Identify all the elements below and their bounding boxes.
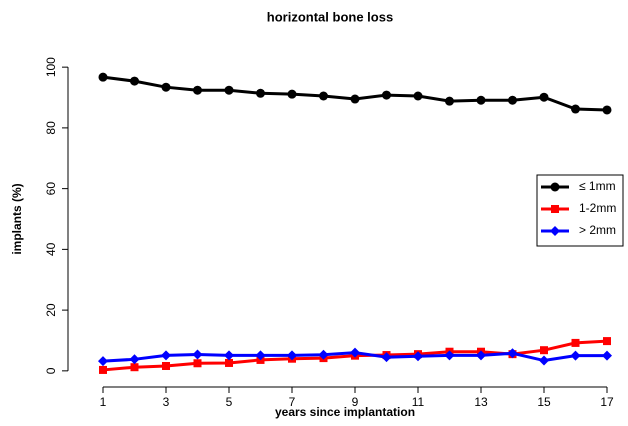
marker [98,356,108,367]
marker [539,92,549,102]
y-tick-label: 100 [44,57,58,77]
chart-title: horizontal bone loss [267,9,393,24]
marker [255,350,266,361]
marker [602,350,612,361]
marker [99,365,107,374]
marker [540,346,548,355]
marker [193,359,202,368]
marker [130,76,139,86]
y-axis-label: implants (%) [10,183,24,254]
marker [350,347,360,358]
x-tick-label: 5 [226,395,233,409]
y-tick-label: 60 [44,182,58,196]
x-tick-label: 1 [100,395,107,409]
marker [570,350,581,361]
y-tick-label: 40 [44,242,58,256]
marker [445,96,454,106]
marker [161,350,171,361]
marker [161,82,171,92]
x-tick-label: 7 [289,395,296,409]
x-tick-label: 13 [474,395,488,409]
marker [603,337,611,346]
marker [413,91,423,101]
x-axis-label: years since implantation [275,405,415,419]
marker [193,85,202,95]
marker [130,363,139,372]
marker [256,88,265,98]
marker [162,361,170,370]
marker [550,182,560,192]
legend-label: > 2mm [579,223,616,237]
x-tick-label: 3 [163,395,170,409]
marker [551,205,559,213]
marker [571,338,580,347]
x-tick-label: 11 [412,395,425,409]
x-tick-label: 15 [537,395,551,409]
marker [476,95,486,105]
series-line [102,75,608,112]
marker [550,226,560,236]
y-tick-label: 0 [44,367,58,374]
marker [287,89,297,99]
marker [287,350,297,361]
marker [413,351,423,362]
marker [381,352,392,363]
marker [507,348,518,359]
marker [192,349,203,360]
x-tick-label: 9 [352,395,359,409]
marker [129,354,140,365]
y-tick-label: 20 [44,303,58,317]
marker [318,349,329,360]
legend-label: 1-2mm [579,201,616,215]
marker [98,72,108,82]
marker [382,90,391,100]
y-tick-label: 80 [44,121,58,135]
marker [444,350,455,361]
marker [539,355,549,366]
marker [225,358,233,367]
marker [602,105,612,115]
marker [350,94,360,104]
legend-label: ≤ 1mm [579,179,616,193]
marker [319,91,328,101]
marker [224,85,234,95]
marker [224,350,234,361]
marker [571,104,580,114]
marker [508,95,517,105]
x-tick-label: 17 [600,395,614,409]
marker [476,350,486,361]
legend: ≤ 1mm 1-2mm > 2mm [536,174,624,247]
